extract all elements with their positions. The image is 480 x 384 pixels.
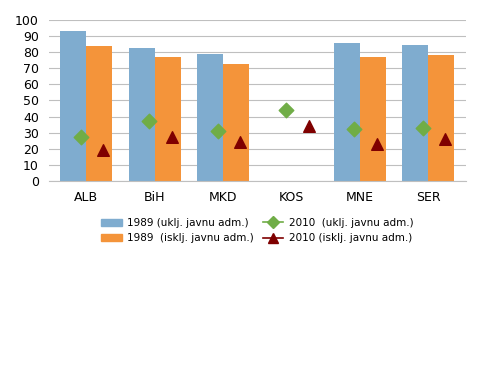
Point bbox=[350, 126, 358, 132]
Bar bbox=[86, 46, 112, 181]
Point bbox=[418, 125, 426, 131]
Point bbox=[77, 134, 84, 141]
Bar bbox=[197, 54, 223, 181]
Bar bbox=[428, 55, 454, 181]
Point bbox=[372, 141, 380, 147]
Bar bbox=[60, 31, 86, 181]
Bar bbox=[223, 64, 249, 181]
Point bbox=[145, 118, 153, 124]
Point bbox=[282, 107, 289, 113]
Bar bbox=[128, 48, 155, 181]
Point bbox=[168, 134, 175, 141]
Point bbox=[213, 128, 221, 134]
Bar bbox=[155, 57, 180, 181]
Point bbox=[304, 123, 312, 129]
Point bbox=[99, 147, 107, 153]
Bar bbox=[359, 57, 385, 181]
Bar bbox=[402, 45, 428, 181]
Bar bbox=[333, 43, 359, 181]
Point bbox=[236, 139, 243, 146]
Point bbox=[441, 136, 448, 142]
Legend: 1989 (uklj. javnu adm.), 1989  (isklj. javnu adm.), 2010  (uklj. javnu adm.), 20: 1989 (uklj. javnu adm.), 1989 (isklj. ja… bbox=[101, 218, 412, 243]
